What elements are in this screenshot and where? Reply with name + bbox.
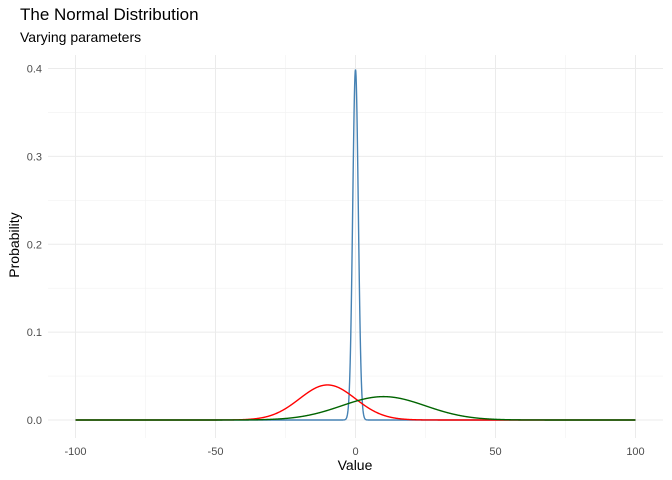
x-axis-title: Value <box>338 457 373 473</box>
y-tick-label: 0.3 <box>27 151 42 163</box>
chart-title: The Normal Distribution <box>20 5 199 24</box>
x-tick-label: 100 <box>626 446 644 458</box>
chart-subtitle: Varying parameters <box>20 29 142 45</box>
x-tick-label: 0 <box>352 446 358 458</box>
y-tick-label: 0.0 <box>27 415 42 427</box>
y-tick-label: 0.2 <box>27 239 42 251</box>
x-tick-label: -50 <box>208 446 224 458</box>
x-tick-label: 50 <box>489 446 501 458</box>
x-tick-label: -100 <box>64 446 86 458</box>
y-tick-label: 0.4 <box>27 64 42 76</box>
grid-layer <box>48 55 663 438</box>
y-tick-label: 0.1 <box>27 327 42 339</box>
y-axis-title: Probability <box>6 212 22 277</box>
density-curve-3 <box>75 395 636 421</box>
tick-labels: -100 -50 0 50 100 0.0 0.1 0.2 0.3 0.4 <box>27 64 645 459</box>
curve-layer <box>75 69 636 421</box>
